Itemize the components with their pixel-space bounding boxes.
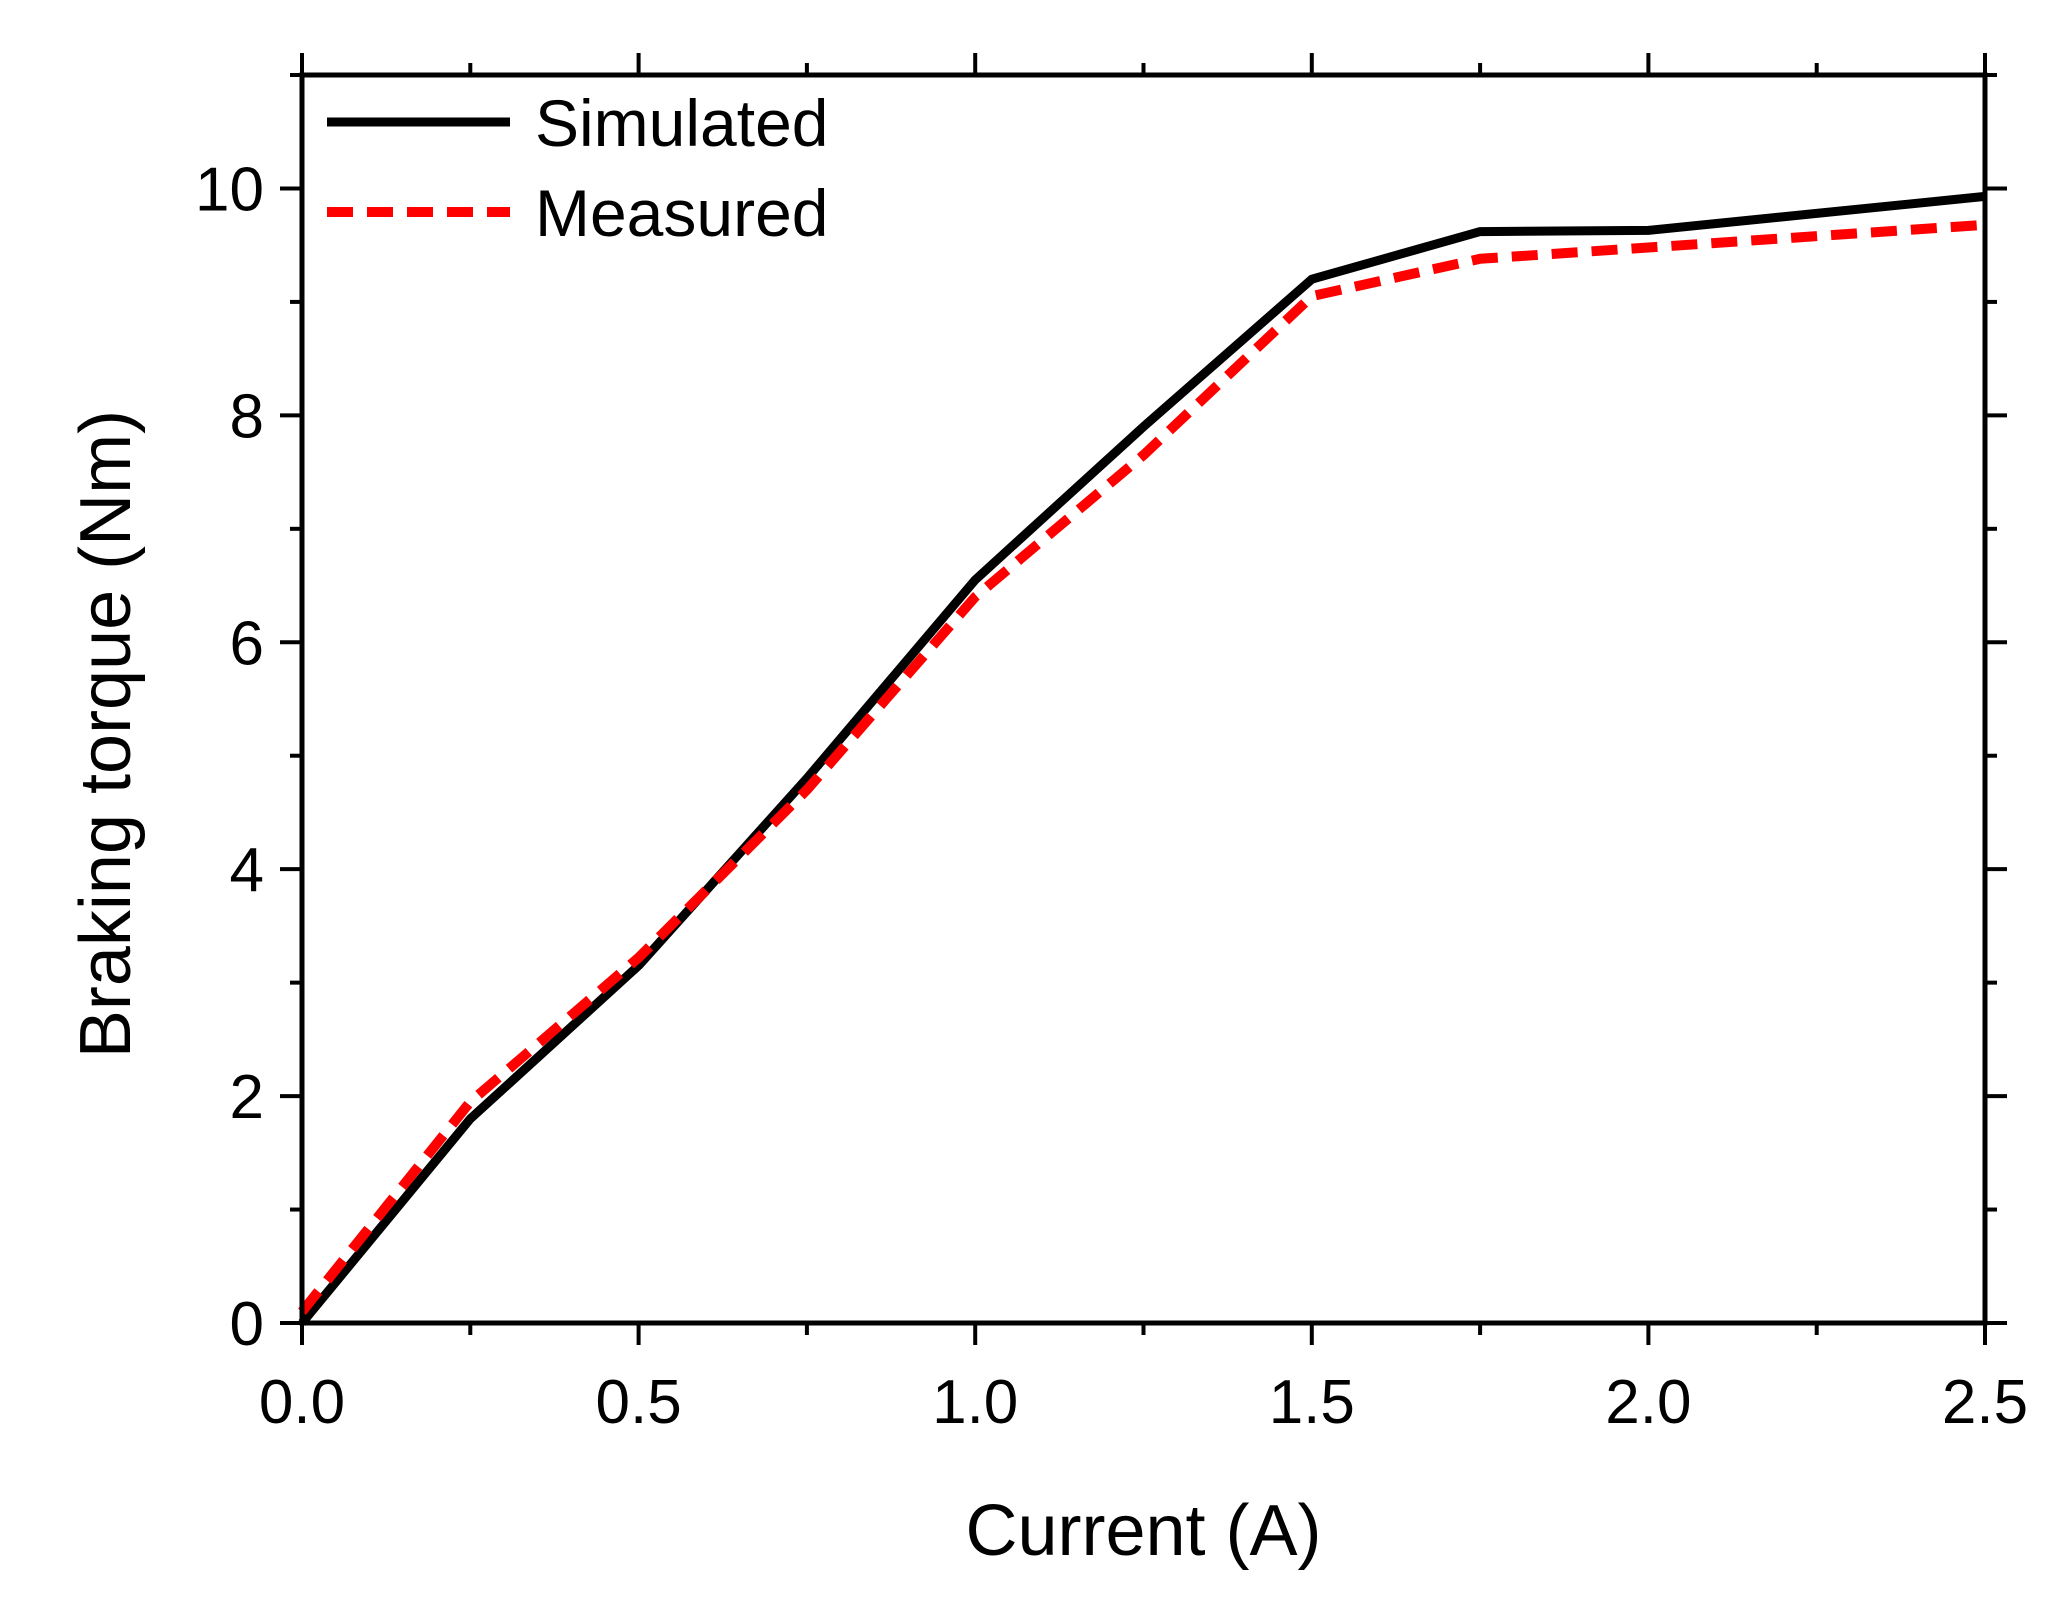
legend: Simulated Measured (327, 86, 829, 250)
y-tick-label: 8 (230, 382, 264, 451)
legend-label-measured: Measured (535, 176, 829, 250)
series-layer (298, 191, 1986, 1326)
x-axis-title: Current (A) (965, 1491, 1321, 1571)
x-tick-label: 1.0 (932, 1368, 1018, 1437)
series-line-simulated (298, 191, 1986, 1326)
x-tick-label: 0.5 (595, 1368, 681, 1437)
ticks-layer: 0.0 0.5 1.0 1.5 2.0 2.5 0 2 4 6 8 10 (195, 53, 2028, 1437)
x-tick-label: 2.5 (1942, 1368, 2028, 1437)
x-tick-label: 2.0 (1605, 1368, 1691, 1437)
y-tick-label: 4 (230, 836, 264, 905)
y-tick-label: 10 (195, 155, 264, 224)
y-tick-label: 2 (230, 1063, 264, 1132)
y-tick-label: 0 (230, 1290, 264, 1359)
x-tick-label: 0.0 (259, 1368, 345, 1437)
y-axis-title: Braking torque (Nm) (66, 410, 146, 1058)
x-tick-label: 1.5 (1269, 1368, 1355, 1437)
legend-label-simulated: Simulated (535, 86, 829, 160)
y-tick-label: 6 (230, 609, 264, 678)
series-line-measured (298, 219, 1986, 1315)
